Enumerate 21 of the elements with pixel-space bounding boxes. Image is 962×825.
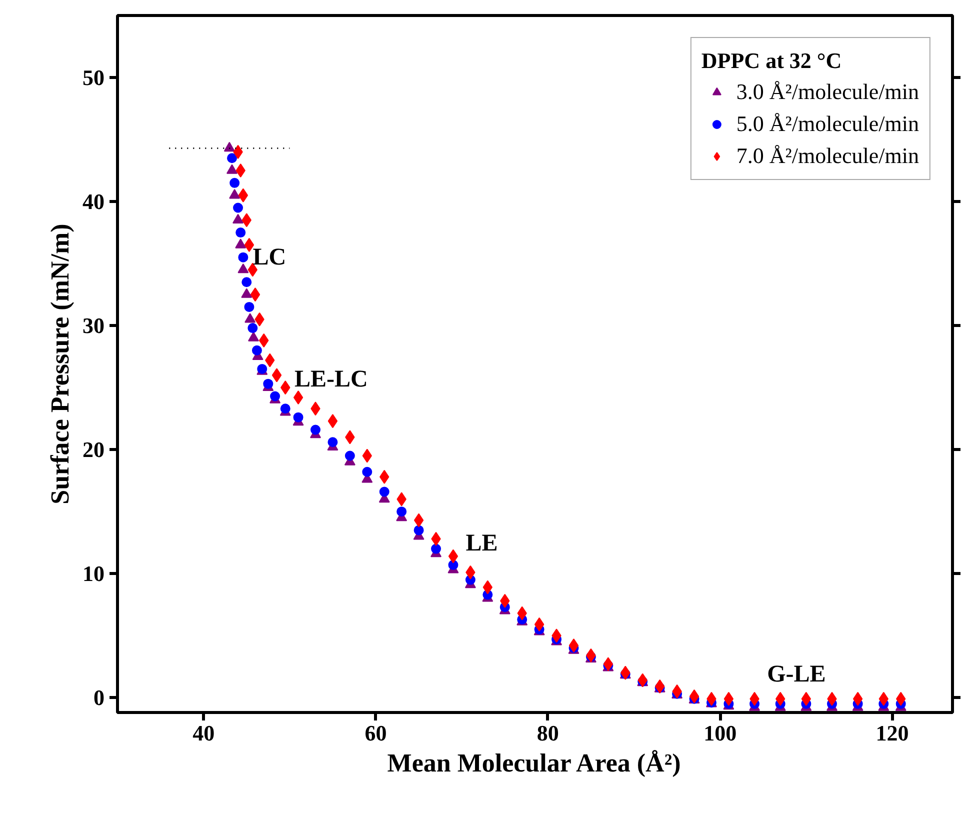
x-tick-label: 80 (536, 720, 559, 746)
legend-label: 3.0 Å²/molecule/min (736, 79, 919, 105)
annotation: LE (466, 530, 498, 556)
annotation: LC (252, 244, 286, 271)
y-tick-label: 40 (82, 189, 104, 214)
x-tick-label: 100 (704, 720, 737, 746)
x-tick-label: 60 (364, 720, 387, 746)
annotation: LE-LC (294, 366, 368, 393)
x-tick-label: 120 (876, 720, 909, 746)
y-tick-label: 30 (82, 313, 104, 338)
y-tick-label: 10 (82, 561, 104, 586)
y-tick-label: 50 (82, 65, 104, 90)
y-axis-title: Surface Pressure (mN/m) (46, 224, 74, 504)
x-axis-title: Mean Molecular Area (Å²) (387, 748, 681, 778)
x-tick-label: 40 (192, 720, 215, 746)
y-tick-label: 0 (94, 685, 104, 710)
y-tick-label: 20 (82, 437, 104, 462)
legend-label: 7.0 Å²/molecule/min (736, 143, 919, 169)
legend-label: 5.0 Å²/molecule/min (736, 111, 919, 137)
legend-title: DPPC at 32 °C (701, 48, 843, 74)
annotation: G-LE (767, 661, 826, 688)
